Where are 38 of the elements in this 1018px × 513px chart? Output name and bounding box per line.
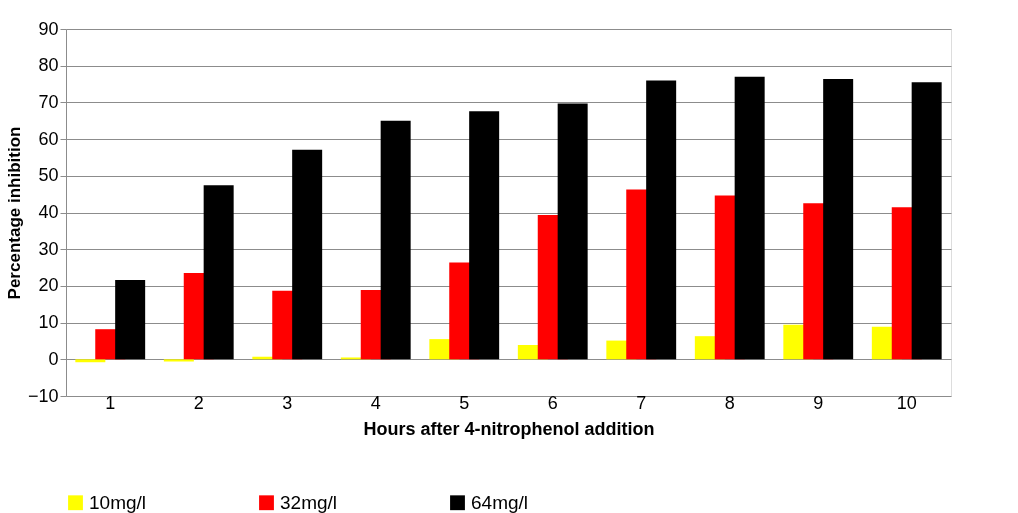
y-tick-label: 30: [38, 238, 59, 259]
x-tick-label: 9: [813, 392, 824, 413]
x-tick-label: 8: [724, 392, 735, 413]
bar: [911, 82, 942, 360]
bar: [75, 359, 106, 363]
x-tick-label: 6: [547, 392, 558, 413]
legend-label: 32mg/l: [280, 491, 338, 513]
bar: [646, 80, 677, 360]
y-tick-label: 20: [38, 275, 59, 296]
x-tick-label: 2: [193, 392, 204, 413]
y-tick-label: 70: [38, 91, 59, 112]
y-tick-label: 40: [38, 202, 59, 222]
y-tick-label: 90: [38, 18, 59, 39]
bar: [557, 103, 588, 360]
x-tick-label: 3: [282, 392, 293, 413]
legend-label: 10mg/l: [89, 491, 147, 513]
y-tick-label: 60: [38, 128, 59, 149]
bar: [292, 149, 323, 360]
x-tick-label: 1: [105, 392, 116, 413]
bar: [203, 185, 234, 360]
y-tick-label: 0: [48, 348, 59, 369]
x-axis-title: Hours after 4-nitrophenol addition: [363, 418, 655, 439]
x-tick-label: 10: [896, 392, 917, 413]
bar: [469, 111, 500, 360]
x-tick-label: 5: [459, 392, 470, 413]
legend-label: 64mg/l: [471, 491, 529, 513]
x-tick-label: 4: [370, 392, 381, 413]
bar: [380, 120, 411, 360]
bar: [734, 76, 765, 360]
y-tick-label: 80: [38, 55, 59, 76]
y-axis-title: Percentage inhibition: [4, 126, 24, 300]
y-tick-label: 50: [38, 165, 59, 186]
bar: [115, 280, 146, 360]
bar: [163, 359, 194, 362]
bar: [823, 78, 854, 360]
y-tick-label: −10: [27, 385, 59, 406]
y-tick-label: 10: [38, 312, 59, 333]
x-tick-label: 7: [636, 392, 647, 413]
